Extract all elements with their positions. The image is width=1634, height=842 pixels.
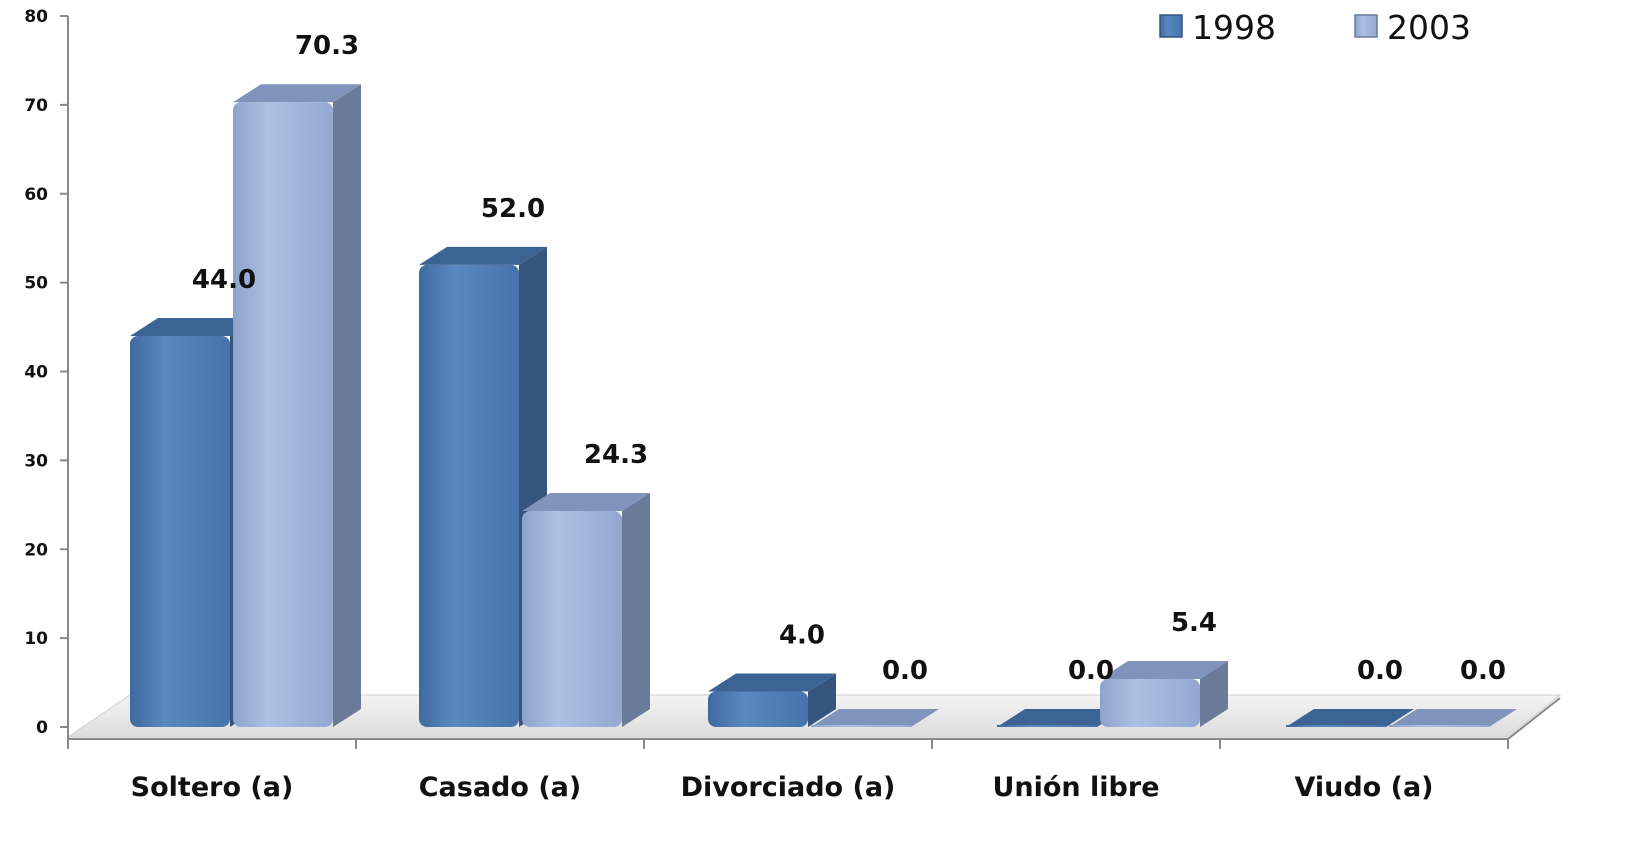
x-category-label: Casado (a) <box>419 772 582 803</box>
bar-top-face <box>1389 709 1517 727</box>
legend-swatch-2003 <box>1354 14 1378 38</box>
x-axis-depth-line <box>1507 697 1561 740</box>
data-label: 0.0 <box>1357 656 1403 686</box>
legend-swatch-1998 <box>1159 14 1183 38</box>
y-tick-label: 20 <box>24 540 48 560</box>
y-tick-label: 60 <box>24 185 48 205</box>
bar-top-face <box>419 246 547 265</box>
x-category-label: Divorciado (a) <box>681 772 896 803</box>
y-tick-label: 40 <box>24 363 48 383</box>
bar-1998 <box>997 709 1125 727</box>
bar-front-face <box>522 511 622 727</box>
bar-2003 <box>233 84 361 728</box>
data-label: 24.3 <box>584 440 648 470</box>
bar-1998 <box>708 673 836 727</box>
bar-top-face <box>233 84 361 103</box>
bar-front-face <box>419 264 519 727</box>
data-label: 52.0 <box>481 194 545 224</box>
bar-top-face <box>811 709 939 727</box>
y-tick-label: 50 <box>24 274 48 294</box>
bar-top-face <box>997 709 1125 727</box>
y-tick-label: 30 <box>24 451 48 471</box>
y-tick-label: 10 <box>24 629 48 649</box>
data-label: 70.3 <box>295 31 359 61</box>
bar-front-face <box>708 691 808 727</box>
data-label: 44.0 <box>192 265 256 295</box>
bar-side-face <box>333 84 361 728</box>
bar-side-face <box>808 673 836 727</box>
bar-front-face <box>1286 725 1386 727</box>
bar-2003 <box>1389 709 1517 727</box>
bar-1998 <box>1286 709 1414 727</box>
bar-front-face <box>130 335 230 727</box>
data-label: 5.4 <box>1171 608 1217 638</box>
data-label: 0.0 <box>1068 656 1114 686</box>
bar-front-face <box>233 102 333 728</box>
bar-front-face <box>811 725 911 727</box>
bar-front-face <box>1389 725 1489 727</box>
bar-2003 <box>1100 661 1228 727</box>
bar-top-face <box>1286 709 1414 727</box>
bar-top-face <box>130 317 258 336</box>
y-tick-label: 0 <box>36 718 48 738</box>
legend-label-1998: 1998 <box>1192 8 1276 47</box>
bar-top-face <box>522 493 650 512</box>
data-label: 0.0 <box>882 656 928 686</box>
bar-front-face <box>1100 679 1200 727</box>
bar-side-face <box>1200 661 1228 727</box>
bar-2003 <box>811 709 939 727</box>
data-label: 4.0 <box>779 620 825 650</box>
x-category-label: Viudo (a) <box>1294 772 1433 803</box>
bar-front-face <box>997 725 1097 727</box>
bar-2003 <box>522 493 650 727</box>
legend-label-2003: 2003 <box>1387 8 1471 47</box>
bar-top-face <box>1100 661 1228 680</box>
bar-top-face <box>708 673 836 692</box>
y-tick-label: 80 <box>24 7 48 27</box>
x-category-label: Soltero (a) <box>131 772 294 803</box>
y-tick-label: 70 <box>24 96 48 116</box>
x-category-label: Unión libre <box>992 772 1159 803</box>
bar-side-face <box>622 493 650 727</box>
data-label: 0.0 <box>1460 656 1506 686</box>
